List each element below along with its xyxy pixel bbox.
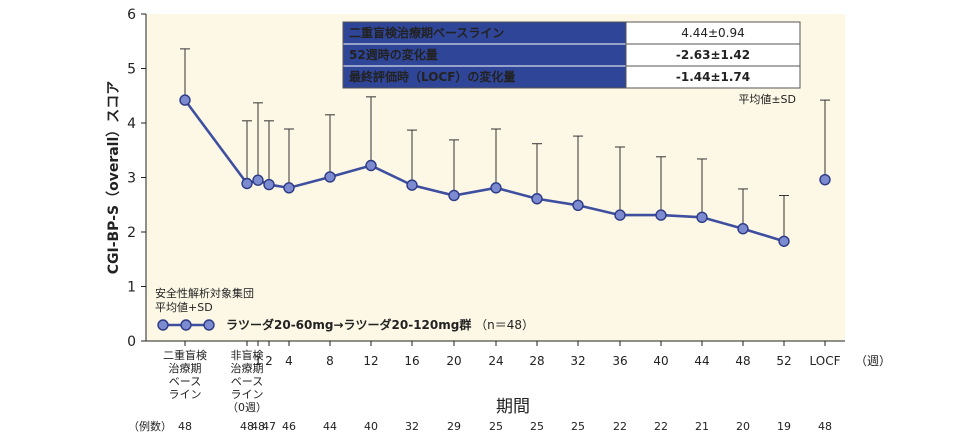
data-point (324, 171, 336, 183)
data-point (283, 182, 295, 194)
x-tick-label: 治療期 (231, 361, 264, 375)
x-tick-label: ベース (169, 375, 201, 388)
x-tick-label: 52 (776, 354, 791, 368)
n-count: 44 (323, 420, 337, 433)
x-tick-label: （0週） (227, 401, 267, 414)
data-point (531, 193, 543, 205)
data-point (614, 209, 626, 221)
x-tick-label: 12 (363, 354, 378, 368)
data-point (572, 199, 584, 211)
data-point (737, 223, 749, 235)
y-tick-label: 2 (127, 225, 136, 241)
x-tick-label: 16 (404, 354, 419, 368)
table-value: -2.63±1.42 (676, 48, 750, 62)
y-tick-label: 3 (127, 171, 136, 187)
data-point (448, 189, 460, 202)
table-label: 最終評価時（LOCF）の変化量 (349, 69, 515, 84)
x-tick-label: ベース (231, 375, 263, 388)
stat-label: 平均値+SD (155, 301, 213, 314)
x-tick-label: 二重盲検 (163, 348, 207, 362)
data-point (406, 179, 418, 191)
x-tick-label: 20 (446, 354, 461, 368)
x-tick-label: 1 (254, 354, 262, 368)
x-tick-label: 32 (570, 354, 585, 368)
y-tick-label: 4 (127, 116, 136, 132)
x-tick-label: 4 (285, 354, 293, 368)
table-value: -1.44±1.74 (676, 70, 750, 84)
x-tick-label: 48 (735, 354, 750, 368)
data-point (778, 235, 790, 247)
x-tick-label: 36 (612, 354, 627, 368)
n-count: 25 (489, 420, 503, 433)
data-point (819, 173, 831, 186)
x-tick-label: ライン (169, 388, 202, 401)
legend-marker (203, 319, 215, 331)
y-tick-label: 1 (127, 280, 136, 296)
n-row-label: （例数） (128, 419, 172, 433)
table-value: 4.44±0.94 (681, 26, 745, 40)
population-label: 安全性解析対象集団 (155, 286, 254, 300)
n-count: 40 (364, 420, 378, 433)
n-count: 48 (178, 420, 192, 433)
n-count: 25 (530, 420, 544, 433)
table-stat-label: 平均値±SD (738, 93, 796, 106)
n-count: 48 (818, 420, 832, 433)
x-tick-label: 40 (653, 354, 668, 368)
data-point (696, 211, 708, 223)
x-tick-label: 44 (694, 354, 709, 368)
data-point (179, 94, 191, 106)
data-point (241, 177, 253, 190)
x-tick-label: LOCF (810, 354, 841, 368)
legend-label: ラツーダ20-60mg→ラツーダ20-120mg群 （n＝48） (226, 317, 534, 332)
legend-n: （n＝48） (471, 318, 534, 332)
n-count: 48 (240, 420, 254, 433)
x-tick-label: 2 (265, 354, 273, 368)
x-tick-label: ライン (231, 388, 264, 401)
n-count: 20 (736, 420, 750, 433)
y-tick-label: 6 (127, 7, 136, 23)
legend-series-name: ラツーダ20-60mg→ラツーダ20-120mg群 (226, 317, 471, 332)
data-point (252, 174, 264, 186)
n-count: 25 (571, 420, 585, 433)
x-tick-label: 8 (326, 354, 334, 368)
table-label: 二重盲検治療期ベースライン (349, 25, 504, 40)
x-axis-title: 期間 (496, 397, 530, 417)
n-count: 22 (613, 420, 627, 433)
x-unit-label: （週） (855, 354, 891, 368)
table-label: 52週時の変化量 (349, 47, 438, 62)
data-point (365, 159, 377, 172)
x-tick-label: 治療期 (169, 361, 202, 375)
y-tick-label: 5 (127, 62, 136, 78)
n-count: 32 (405, 420, 419, 433)
n-count: 19 (777, 420, 791, 433)
data-point (655, 209, 667, 221)
legend-marker (180, 319, 192, 331)
n-count: 22 (654, 420, 668, 433)
x-tick-label: 28 (529, 354, 544, 368)
data-point (490, 182, 502, 194)
y-tick-label: 0 (127, 334, 136, 350)
data-point (263, 178, 275, 191)
y-axis-title: CGI-BP-S（overall）スコア (106, 81, 122, 275)
n-count: 47 (262, 420, 276, 433)
legend-marker (157, 319, 169, 331)
x-tick-label: 24 (488, 354, 503, 368)
n-count: 29 (447, 420, 461, 433)
n-count: 21 (695, 420, 709, 433)
x-tick-label: 非盲検 (231, 348, 264, 362)
table-border (342, 21, 801, 89)
n-count: 46 (282, 420, 296, 433)
n-count: 48 (251, 420, 265, 433)
